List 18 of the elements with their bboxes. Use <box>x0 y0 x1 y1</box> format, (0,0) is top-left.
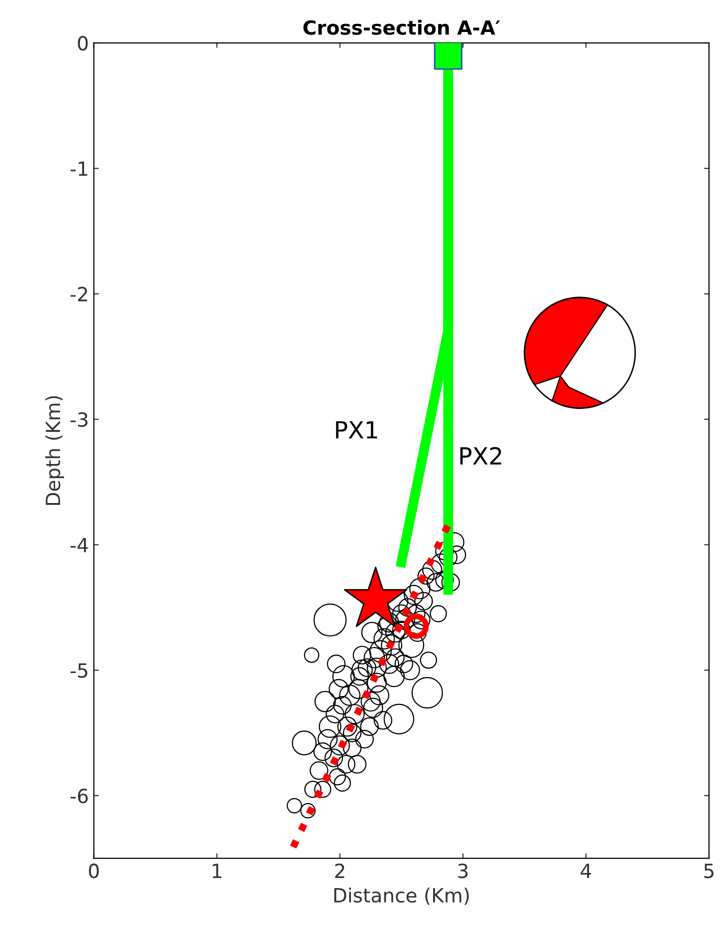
annotation: PX2 <box>460 446 502 465</box>
x-tick-label: 2 <box>335 864 344 878</box>
y-tick-label: -6 <box>70 788 88 804</box>
y-tick-label: -5 <box>70 663 88 678</box>
x-tick-label: 3 <box>458 864 468 878</box>
x-tick-label: 0 <box>88 864 99 878</box>
y-tick-label: -2 <box>70 286 88 302</box>
y-tick-label: 0 <box>78 36 88 51</box>
y-tick-label: -3 <box>70 412 88 427</box>
y-tick-label: -1 <box>70 162 88 176</box>
annotation: PX1 <box>336 421 378 438</box>
x-axis-title: Distance (Km) <box>334 888 469 905</box>
x-tick-label: 5 <box>704 864 714 878</box>
x-tick-label: 1 <box>212 864 222 878</box>
x-tick-label: 4 <box>580 864 592 878</box>
y-tick-label: -4 <box>70 538 88 552</box>
y-axis-title: Depth (Km) <box>45 396 64 505</box>
chart-title: Cross-section A-A′ <box>303 20 500 35</box>
